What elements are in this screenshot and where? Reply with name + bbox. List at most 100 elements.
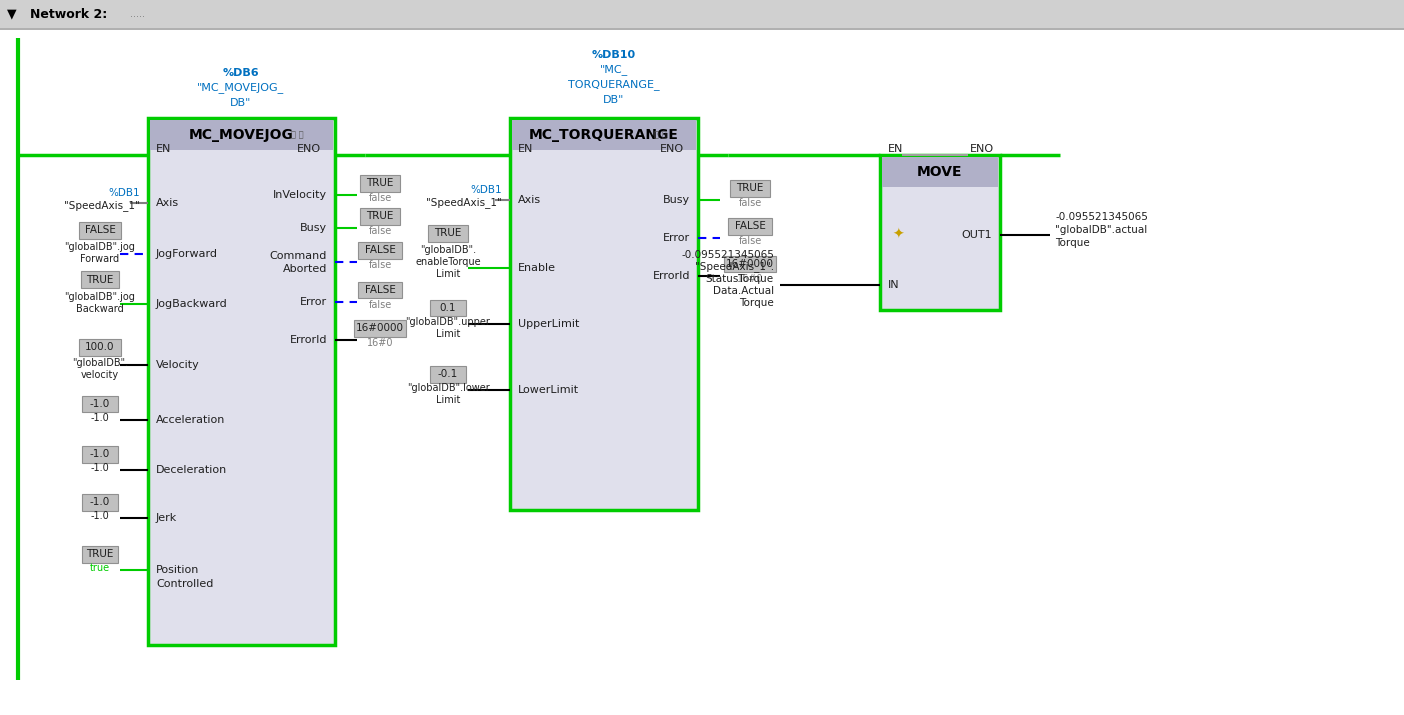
Text: DB": DB" — [604, 95, 625, 105]
Bar — [430, 365, 466, 383]
Bar — [0, 28, 1404, 30]
Bar — [359, 174, 400, 192]
Text: -1.0: -1.0 — [91, 413, 110, 423]
Bar — [512, 120, 696, 150]
Text: Axis: Axis — [518, 195, 541, 205]
Text: 🖷 🔌: 🖷 🔌 — [654, 131, 667, 139]
Text: "globalDB".: "globalDB". — [420, 245, 476, 255]
Text: 0.1: 0.1 — [439, 303, 456, 313]
Text: "globalDB".jog: "globalDB".jog — [65, 292, 135, 302]
Bar — [147, 118, 336, 645]
Text: Jerk: Jerk — [156, 513, 177, 523]
Text: -1.0: -1.0 — [91, 511, 110, 521]
Text: Position: Position — [156, 565, 199, 575]
Text: Forward: Forward — [80, 254, 119, 264]
Text: ErrorId: ErrorId — [289, 335, 327, 345]
Bar — [729, 217, 772, 235]
Text: "MC_MOVEJOG_: "MC_MOVEJOG_ — [198, 82, 285, 94]
Text: 16#0000: 16#0000 — [726, 259, 774, 269]
Text: Limit: Limit — [435, 269, 461, 279]
Bar — [81, 493, 118, 511]
Bar — [430, 300, 466, 317]
Text: Limit: Limit — [435, 329, 461, 339]
Text: Error: Error — [663, 233, 689, 243]
Text: Command: Command — [270, 251, 327, 261]
Text: -0.095521345065: -0.095521345065 — [681, 250, 774, 260]
Text: MOVE: MOVE — [917, 165, 963, 179]
Text: StatusTorque: StatusTorque — [706, 274, 774, 284]
Bar — [81, 546, 118, 563]
Text: .....: ..... — [131, 9, 145, 19]
Text: "SpeedAxis_1": "SpeedAxis_1" — [427, 197, 503, 209]
Text: "MC_: "MC_ — [600, 64, 628, 76]
Text: "SpeedAxis_1": "SpeedAxis_1" — [65, 200, 140, 212]
Text: false: false — [368, 260, 392, 270]
Text: velocity: velocity — [81, 370, 119, 380]
Text: false: false — [368, 193, 392, 203]
Text: DB": DB" — [230, 98, 251, 108]
Text: InVelocity: InVelocity — [272, 190, 327, 200]
Text: TRUE: TRUE — [366, 178, 393, 188]
Text: EN: EN — [887, 144, 903, 154]
Text: true: true — [90, 563, 110, 573]
Text: false: false — [739, 236, 761, 246]
Text: TRUE: TRUE — [736, 183, 764, 193]
Text: %DB10: %DB10 — [592, 50, 636, 60]
Bar — [359, 207, 400, 225]
Bar — [358, 242, 402, 259]
Text: Aborted: Aborted — [282, 264, 327, 274]
Text: -0.095521345065: -0.095521345065 — [1054, 212, 1148, 222]
Text: 🖷 🔌: 🖷 🔌 — [291, 131, 303, 139]
Text: %DB6: %DB6 — [223, 68, 260, 78]
Text: ✦: ✦ — [892, 228, 904, 242]
Text: -1.0: -1.0 — [90, 399, 110, 409]
Text: TRUE: TRUE — [86, 275, 114, 285]
Text: false: false — [368, 226, 392, 236]
Text: "globalDB".upper: "globalDB".upper — [406, 317, 490, 327]
Text: 16#0: 16#0 — [737, 274, 764, 284]
Text: -0.1: -0.1 — [438, 369, 458, 379]
Text: "globalDB".actual: "globalDB".actual — [1054, 225, 1147, 235]
Text: Velocity: Velocity — [156, 360, 199, 370]
Bar — [354, 320, 406, 337]
Text: EN: EN — [518, 144, 534, 154]
Text: EN: EN — [156, 144, 171, 154]
Text: 100.0: 100.0 — [86, 342, 115, 352]
Text: Data.Actual: Data.Actual — [713, 286, 774, 296]
Text: "globalDB".jog: "globalDB".jog — [65, 242, 135, 252]
Text: TRUE: TRUE — [434, 228, 462, 238]
Text: FALSE: FALSE — [365, 285, 396, 295]
Bar — [428, 225, 468, 242]
Text: FALSE: FALSE — [365, 245, 396, 255]
Text: LowerLimit: LowerLimit — [518, 385, 578, 395]
Text: "globalDB".: "globalDB". — [72, 358, 128, 368]
Text: Controlled: Controlled — [156, 579, 213, 589]
Bar — [0, 0, 1404, 28]
Text: ENO: ENO — [970, 144, 994, 154]
Text: Backward: Backward — [76, 304, 124, 314]
Text: Torque: Torque — [1054, 238, 1090, 248]
Text: Busy: Busy — [663, 195, 689, 205]
Text: 16#0: 16#0 — [366, 338, 393, 348]
Text: 16#0000: 16#0000 — [357, 323, 404, 333]
Text: Deceleration: Deceleration — [156, 465, 227, 475]
Text: "globalDB".lower: "globalDB".lower — [407, 383, 490, 393]
Text: ▼: ▼ — [7, 7, 17, 21]
Text: Enable: Enable — [518, 263, 556, 273]
Bar — [730, 179, 769, 197]
Text: FALSE: FALSE — [84, 225, 115, 235]
Text: UpperLimit: UpperLimit — [518, 319, 580, 329]
Text: enableTorque: enableTorque — [416, 257, 480, 267]
Bar — [882, 157, 998, 187]
Bar — [150, 120, 333, 150]
Bar — [358, 282, 402, 298]
Text: TORQUERANGE_: TORQUERANGE_ — [569, 79, 660, 91]
Text: -1.0: -1.0 — [90, 497, 110, 507]
Text: TRUE: TRUE — [366, 211, 393, 221]
Text: false: false — [368, 300, 392, 310]
Text: false: false — [739, 198, 761, 208]
Text: TRUE: TRUE — [86, 549, 114, 559]
Text: %DB1: %DB1 — [108, 188, 140, 198]
Bar — [880, 155, 1000, 310]
Text: Network 2:: Network 2: — [29, 7, 107, 21]
